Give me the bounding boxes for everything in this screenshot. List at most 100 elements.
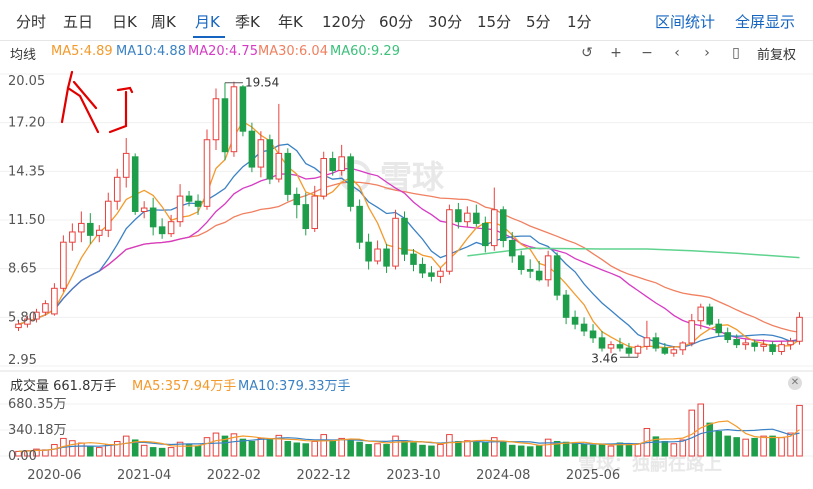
- volume-bar: [365, 444, 372, 457]
- candle-body: [652, 337, 660, 349]
- candle-body: [374, 248, 381, 262]
- candle-body: [401, 217, 408, 255]
- volume-bar: [167, 447, 175, 457]
- ma60-label: MA60:9.29: [330, 44, 400, 59]
- candle-style-icon[interactable]: ▯: [732, 45, 740, 61]
- tab-2[interactable]: 日K: [112, 13, 137, 31]
- tab-0[interactable]: 分时: [16, 13, 47, 31]
- candle-body: [769, 344, 776, 352]
- candle-body: [670, 349, 678, 354]
- candle-body: [329, 158, 336, 171]
- candle-body: [616, 344, 624, 349]
- volume-bar: [571, 443, 579, 457]
- volume-bar: [257, 437, 265, 457]
- candle-body: [661, 347, 669, 354]
- tab-12[interactable]: 1分: [567, 13, 592, 31]
- zoom-in-icon[interactable]: +: [610, 45, 622, 61]
- candle-body: [167, 221, 175, 235]
- tab-6[interactable]: 年K: [278, 13, 303, 31]
- volume-bar: [508, 444, 516, 457]
- candle-body: [302, 204, 310, 230]
- y-tick-label: 2.95: [8, 353, 37, 368]
- candle-body: [383, 248, 390, 267]
- candle-body: [760, 344, 767, 347]
- volume-bar: [760, 435, 767, 457]
- candle-body: [778, 344, 785, 352]
- x-tick-label: 2022-02: [207, 468, 261, 483]
- vol-tick-label: 340.18万: [8, 423, 67, 438]
- vol-ma10-line: [18, 428, 800, 452]
- candle-body: [230, 86, 238, 153]
- candle-body: [446, 209, 453, 272]
- x-tick-label: 2023-10: [386, 468, 440, 483]
- pan-right-icon[interactable]: ›: [704, 45, 710, 61]
- x-tick-label: 2020-06: [27, 468, 81, 483]
- volume-bar: [517, 445, 525, 457]
- volume-bar: [562, 441, 570, 457]
- volume-bar: [212, 432, 220, 457]
- volume-bar: [607, 445, 615, 457]
- y-tick-label: 17.20: [8, 116, 45, 131]
- volume-bar: [787, 432, 794, 457]
- candle-body: [580, 323, 588, 332]
- tab-9[interactable]: 30分: [428, 13, 463, 31]
- candle-body: [473, 212, 480, 224]
- undo-icon[interactable]: ↺: [581, 45, 593, 61]
- candle-body: [221, 98, 229, 153]
- volume-bar: [33, 448, 40, 457]
- candle-body: [544, 255, 552, 281]
- candle-body: [320, 158, 327, 197]
- candle-body: [455, 209, 462, 223]
- ma60-line: [467, 247, 800, 259]
- volume-bar: [113, 440, 121, 457]
- tab-10[interactable]: 15分: [477, 13, 512, 31]
- volume-bar: [733, 437, 740, 457]
- candle-body: [482, 222, 489, 247]
- tab-7[interactable]: 120分: [322, 13, 366, 31]
- candle-body: [392, 217, 399, 267]
- candle-body: [688, 320, 696, 344]
- volume-bar: [248, 440, 256, 457]
- close-volume-icon[interactable]: ✕: [788, 376, 802, 390]
- pan-left-icon[interactable]: ‹: [674, 45, 680, 61]
- volume-bar: [374, 443, 381, 457]
- volume-bar: [194, 445, 202, 457]
- volume-bar: [203, 437, 211, 457]
- candle-body: [194, 200, 202, 207]
- tab-1[interactable]: 五日: [63, 13, 94, 31]
- tab-11[interactable]: 5分: [526, 13, 551, 31]
- candle-body: [715, 323, 722, 334]
- interval-stats-link[interactable]: 区间统计: [655, 13, 716, 31]
- volume-bar: [661, 440, 669, 457]
- fuquan-select[interactable]: 前复权: [757, 48, 797, 63]
- volume-bar: [293, 442, 301, 457]
- volume-bar: [221, 435, 229, 457]
- volume-bar: [491, 437, 498, 457]
- volume-bar: [122, 435, 130, 457]
- zoom-out-icon[interactable]: −: [641, 45, 653, 61]
- candle-body: [15, 323, 22, 329]
- candle-body: [634, 345, 642, 354]
- tab-8[interactable]: 60分: [379, 13, 414, 31]
- candle-body: [185, 195, 193, 202]
- vol-tick-label: 680.35万: [8, 397, 67, 412]
- volume-bar: [428, 445, 435, 457]
- fullscreen-link[interactable]: 全屏显示: [735, 13, 796, 31]
- tab-4[interactable]: 月K: [195, 13, 220, 31]
- ma10-line: [18, 143, 800, 348]
- volume-bar: [499, 441, 507, 457]
- volume-bar: [338, 437, 345, 457]
- tab-3[interactable]: 周K: [151, 13, 176, 31]
- volume-bar: [311, 440, 319, 457]
- active-tab-underline: [193, 36, 225, 38]
- volume-bar: [158, 447, 166, 457]
- tab-5[interactable]: 季K: [235, 13, 260, 31]
- candle-body: [257, 139, 265, 168]
- volume-bar: [185, 444, 193, 457]
- ma-legend-bar: 均线 MA5:4.89 MA10:4.88 MA20:4.75 MA30:6.0…: [0, 40, 813, 64]
- candle-body: [724, 332, 731, 341]
- volume-bar: [464, 440, 471, 457]
- volume-bar: [769, 435, 776, 457]
- candle-body: [508, 239, 516, 257]
